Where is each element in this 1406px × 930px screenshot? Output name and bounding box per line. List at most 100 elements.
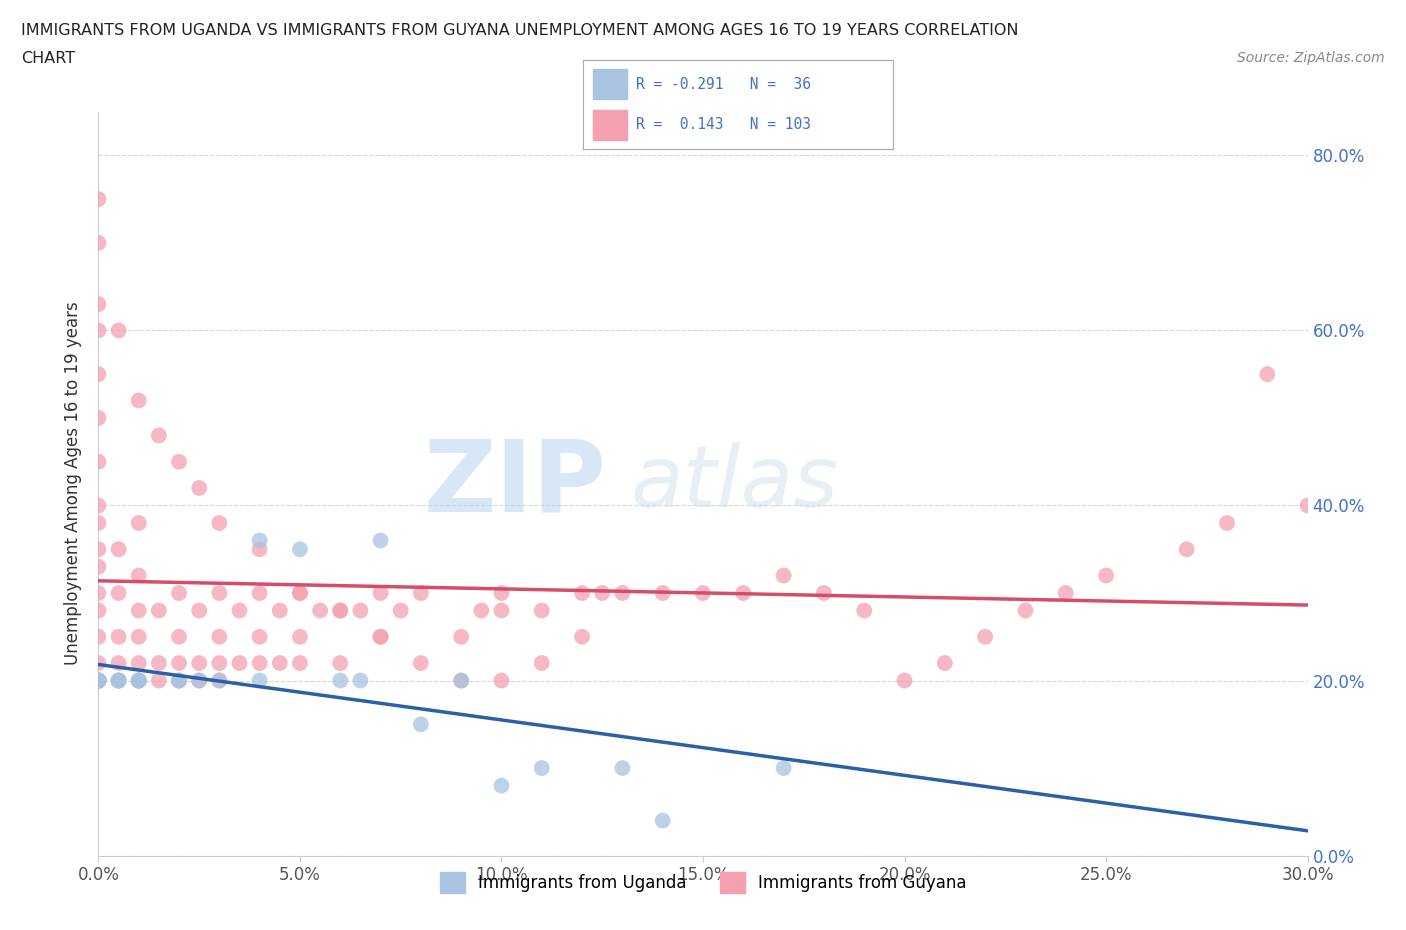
Point: [853, 603, 876, 618]
Point: [733, 586, 755, 601]
Point: [470, 603, 492, 618]
Point: [87, 410, 110, 425]
Point: [329, 603, 352, 618]
Point: [87, 673, 110, 688]
Point: [128, 630, 150, 644]
Point: [87, 603, 110, 618]
Point: [87, 673, 110, 688]
Point: [167, 656, 190, 671]
Point: [87, 656, 110, 671]
Point: [107, 542, 129, 557]
Point: [329, 656, 352, 671]
Point: [128, 515, 150, 530]
Point: [128, 393, 150, 408]
Point: [87, 559, 110, 574]
Point: [409, 717, 432, 732]
Point: [188, 673, 211, 688]
Point: [87, 630, 110, 644]
Point: [107, 656, 129, 671]
Point: [491, 778, 513, 793]
Point: [208, 586, 231, 601]
Point: [148, 603, 170, 618]
Point: [188, 603, 211, 618]
Point: [107, 673, 129, 688]
Point: [530, 761, 553, 776]
Point: [450, 630, 472, 644]
Text: R = -0.291   N =  36: R = -0.291 N = 36: [636, 77, 811, 92]
Point: [370, 630, 392, 644]
Point: [167, 673, 190, 688]
Point: [87, 454, 110, 469]
Point: [491, 603, 513, 618]
Point: [167, 673, 190, 688]
Point: [208, 673, 231, 688]
Point: [167, 586, 190, 601]
Point: [128, 673, 150, 688]
Point: [87, 673, 110, 688]
Point: [87, 673, 110, 688]
Point: [249, 542, 271, 557]
Point: [571, 630, 593, 644]
Point: [1256, 366, 1278, 381]
Point: [249, 656, 271, 671]
Point: [530, 656, 553, 671]
Point: [107, 673, 129, 688]
Point: [772, 761, 794, 776]
Point: [893, 673, 915, 688]
Point: [288, 586, 311, 601]
Point: [87, 673, 110, 688]
Y-axis label: Unemployment Among Ages 16 to 19 years: Unemployment Among Ages 16 to 19 years: [65, 301, 83, 666]
Point: [692, 586, 714, 601]
Point: [128, 673, 150, 688]
Point: [87, 673, 110, 688]
Point: [269, 603, 291, 618]
Point: [974, 630, 997, 644]
Point: [249, 630, 271, 644]
Point: [87, 673, 110, 688]
Point: [167, 673, 190, 688]
Point: [349, 673, 371, 688]
Point: [87, 498, 110, 513]
Point: [87, 673, 110, 688]
Point: [651, 813, 673, 828]
Point: [128, 656, 150, 671]
Point: [349, 603, 371, 618]
Point: [107, 323, 129, 338]
Text: ZIP: ZIP: [423, 435, 606, 532]
Point: [288, 656, 311, 671]
Point: [370, 630, 392, 644]
Point: [87, 297, 110, 312]
Point: [87, 366, 110, 381]
Point: [167, 454, 190, 469]
Point: [87, 673, 110, 688]
Point: [269, 656, 291, 671]
Point: [772, 568, 794, 583]
Point: [450, 673, 472, 688]
Point: [1095, 568, 1118, 583]
Text: atlas: atlas: [630, 442, 838, 525]
Point: [1296, 498, 1319, 513]
Point: [228, 656, 250, 671]
Point: [208, 673, 231, 688]
Point: [107, 673, 129, 688]
Point: [612, 586, 634, 601]
Point: [128, 673, 150, 688]
Point: [329, 603, 352, 618]
Point: [1175, 542, 1198, 557]
Point: [107, 673, 129, 688]
Point: [309, 603, 332, 618]
Point: [409, 586, 432, 601]
Point: [288, 542, 311, 557]
Point: [188, 673, 211, 688]
Point: [370, 533, 392, 548]
Point: [228, 603, 250, 618]
Point: [591, 586, 613, 601]
Text: Source: ZipAtlas.com: Source: ZipAtlas.com: [1237, 51, 1385, 65]
Point: [87, 673, 110, 688]
Point: [87, 586, 110, 601]
Legend: Immigrants from Uganda, Immigrants from Guyana: Immigrants from Uganda, Immigrants from …: [433, 866, 973, 899]
Point: [128, 673, 150, 688]
Point: [249, 533, 271, 548]
Point: [87, 673, 110, 688]
Point: [530, 603, 553, 618]
